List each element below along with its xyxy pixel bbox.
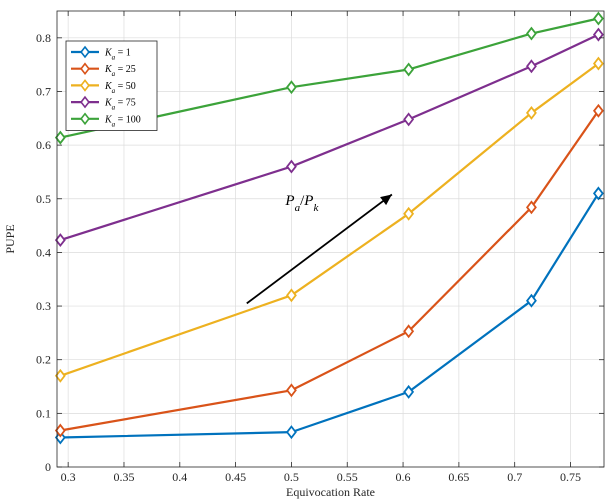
x-tick-label: 0.65 xyxy=(448,470,469,484)
series-3 xyxy=(54,56,604,383)
y-tick-label: 0.8 xyxy=(36,31,51,45)
data-point-marker xyxy=(403,112,415,127)
data-point-marker xyxy=(54,233,66,248)
y-axis-label: PUPE xyxy=(3,224,17,253)
data-point-marker xyxy=(526,105,537,120)
x-tick-label: 0.5 xyxy=(284,470,299,484)
data-point-marker xyxy=(285,288,297,303)
data-point-marker xyxy=(54,430,66,445)
data-point-marker xyxy=(54,423,66,438)
series-1 xyxy=(54,186,604,445)
x-tick-label: 0.3 xyxy=(61,470,76,484)
data-point-marker xyxy=(592,11,604,26)
legend-swatch-marker xyxy=(80,45,90,59)
legend-swatch-marker xyxy=(80,95,90,109)
data-point-marker xyxy=(592,186,604,201)
data-point-marker xyxy=(403,324,415,339)
x-tick-label: 0.6 xyxy=(396,470,411,484)
annotation-arrow-head xyxy=(380,194,392,206)
series-5 xyxy=(54,11,604,145)
x-axis-label: Equivocation Rate xyxy=(286,485,375,499)
data-point-marker xyxy=(285,80,297,95)
data-point-marker xyxy=(526,26,537,41)
data-point-marker xyxy=(403,384,415,399)
y-tick-label: 0.2 xyxy=(36,353,51,367)
y-tick-label: 0 xyxy=(45,460,51,474)
annotation: Pa/Pk xyxy=(246,193,393,305)
data-point-marker xyxy=(285,383,297,398)
legend-swatch-marker xyxy=(80,79,90,92)
y-tick-label: 0.1 xyxy=(36,406,51,420)
data-point-marker xyxy=(592,27,604,42)
annotation-arrow-shaft xyxy=(246,193,393,305)
x-tick-label: 0.35 xyxy=(113,470,134,484)
series-4 xyxy=(54,27,604,248)
legend-swatch-marker xyxy=(80,112,90,126)
legend-entry: Ka = 1 xyxy=(71,45,131,62)
data-point-marker xyxy=(526,59,537,74)
x-tick-label: 0.4 xyxy=(172,470,187,484)
data-point-marker xyxy=(285,159,297,174)
y-tick-label: 0.7 xyxy=(36,84,51,98)
data-point-marker xyxy=(592,103,604,118)
x-tick-label: 0.45 xyxy=(225,470,246,484)
data-point-marker xyxy=(526,293,537,308)
data-point-marker xyxy=(54,368,66,383)
legend-label: Ka = 1 xyxy=(104,48,131,62)
x-tick-label: 0.55 xyxy=(337,470,358,484)
axis-ticks: 0.3 0.35 0.4 0.45 0.5 0.55 0.6 0.65 0.7 0.75 0 0.1 0… xyxy=(36,11,604,484)
plot-frame xyxy=(56,10,605,468)
y-tick-label: 0.4 xyxy=(36,245,51,259)
data-point-marker xyxy=(403,62,415,77)
y-tick-label: 0.3 xyxy=(36,299,51,313)
data-point-marker xyxy=(526,200,537,215)
y-tick-label: 0.5 xyxy=(36,192,51,206)
y-tick-label: 0.6 xyxy=(36,138,51,152)
series-lines xyxy=(54,11,604,445)
x-tick-label: 0.7 xyxy=(507,470,522,484)
legend-swatch-marker xyxy=(80,62,90,76)
data-point-marker xyxy=(403,206,415,221)
series-2 xyxy=(54,103,604,438)
data-point-marker xyxy=(285,425,297,440)
x-tick-label: 0.75 xyxy=(560,470,581,484)
data-point-marker xyxy=(592,56,604,71)
annotation-label: Pa/Pk xyxy=(284,193,319,214)
data-point-marker xyxy=(54,130,66,145)
